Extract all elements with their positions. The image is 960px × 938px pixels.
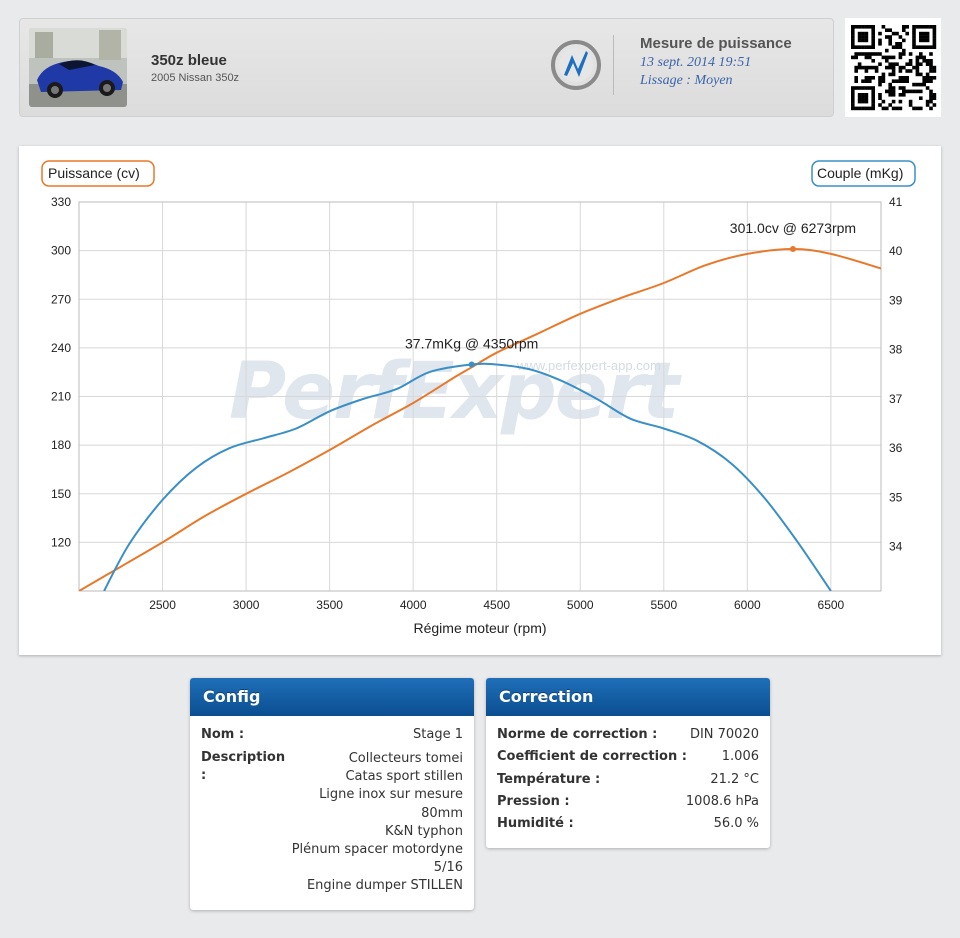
qr-code-icon[interactable] bbox=[845, 18, 941, 117]
x-tick-label: 6000 bbox=[734, 598, 761, 612]
config-description-line: Plénum spacer motordyne bbox=[291, 841, 463, 857]
right-tick-label: 40 bbox=[889, 244, 903, 258]
right-tick-label: 36 bbox=[889, 441, 903, 455]
watermark-url: www.perfexpert-app.com bbox=[516, 358, 661, 373]
correction-label: Pression : bbox=[497, 793, 570, 809]
power-peak-marker bbox=[789, 246, 796, 253]
left-tick-label: 300 bbox=[51, 244, 71, 258]
x-tick-label: 5500 bbox=[650, 598, 677, 612]
x-tick-label: 3000 bbox=[233, 598, 260, 612]
config-description-line: 5/16 bbox=[433, 860, 463, 876]
right-tick-label: 38 bbox=[889, 343, 903, 357]
left-tick-label: 210 bbox=[51, 390, 71, 404]
config-description-line: Collecteurs tomei bbox=[348, 751, 463, 766]
power-peak-label: 301.0cv @ 6273rpm bbox=[730, 220, 856, 236]
config-description-value: Collecteurs tomei Catas sport stillen Lign… bbox=[292, 750, 463, 896]
right-axis-title-box bbox=[811, 160, 916, 187]
correction-label: Coefficient de correction : bbox=[497, 749, 687, 765]
left-tick-label: 240 bbox=[51, 341, 71, 355]
x-axis-label: Régime moteur (rpm) bbox=[413, 620, 546, 636]
config-description-line: Catas sport stillen bbox=[345, 769, 463, 785]
right-tick-label: 34 bbox=[889, 540, 903, 554]
header-divider bbox=[613, 35, 614, 95]
correction-rows: Norme de correction : DIN 70020 Coefficien… bbox=[486, 727, 770, 838]
config-description-line: K&N typhon bbox=[385, 823, 463, 839]
measure-date: 13 sept. 2014 19:51 bbox=[640, 55, 752, 70]
correction-label: Humidité : bbox=[497, 816, 574, 832]
perfexpert-logo-icon bbox=[550, 39, 602, 91]
config-name-label: Nom : bbox=[201, 727, 245, 742]
dyno-chart: PerfExpert www.perfexpert-app.com 2500 3000… bbox=[19, 146, 941, 655]
left-tick-label: 270 bbox=[51, 292, 71, 306]
x-tick-label: 6500 bbox=[818, 598, 845, 612]
watermark-logo: PerfExpert bbox=[229, 347, 682, 437]
left-tick-label: 120 bbox=[51, 535, 71, 549]
correction-row: Humidité : 56.0 % bbox=[486, 816, 770, 838]
correction-row: Température : 21.2 °C bbox=[486, 772, 770, 794]
x-tick-label: 2500 bbox=[149, 598, 176, 612]
config-description-line: 80mm bbox=[421, 805, 463, 821]
right-tick-label: 37 bbox=[889, 392, 903, 406]
correction-row: Coefficient de correction : 1.006 bbox=[486, 749, 770, 771]
correction-title: Correction bbox=[486, 678, 770, 716]
plot-frame bbox=[78, 201, 882, 592]
right-tick-label: 35 bbox=[889, 490, 903, 504]
right-axis-title: Couple (mKg) bbox=[817, 165, 903, 181]
x-tick-label: 4500 bbox=[483, 598, 510, 612]
config-description-colon: : bbox=[201, 768, 207, 783]
correction-row: Norme de correction : DIN 70020 bbox=[486, 727, 770, 749]
correction-value: DIN 70020 bbox=[689, 727, 759, 742]
x-tick-label: 5000 bbox=[567, 598, 594, 612]
correction-value: 1.006 bbox=[721, 749, 759, 765]
correction-card: Correction Norme de correction : DIN 7002… bbox=[486, 678, 770, 848]
correction-value: 56.0 % bbox=[713, 816, 759, 832]
x-tick-label: 4000 bbox=[400, 598, 427, 612]
config-name-row: Nom : Stage 1 bbox=[190, 727, 474, 750]
correction-label: Température : bbox=[497, 771, 601, 787]
correction-value: 1008.6 hPa bbox=[685, 793, 759, 809]
config-description-line: Ligne inox sur mesure bbox=[319, 787, 463, 803]
config-description-row: Description : Collecteurs tomei Catas spo… bbox=[190, 750, 474, 910]
correction-label: Norme de correction : bbox=[497, 727, 658, 742]
x-tick-label: 3500 bbox=[316, 598, 343, 612]
torque-peak-marker bbox=[468, 361, 475, 368]
left-tick-label: 180 bbox=[51, 438, 71, 452]
config-card: Config Nom : Stage 1 Description : Colle… bbox=[190, 678, 474, 910]
right-tick-label: 39 bbox=[889, 293, 903, 307]
smoothing-level: Lissage : Moyen bbox=[640, 73, 733, 88]
car-model: 2005 Nissan 350z bbox=[151, 72, 240, 84]
vehicle-header: 350z bleue 2005 Nissan 350z Mesure de pu… bbox=[19, 18, 834, 117]
correction-value: 21.2 °C bbox=[710, 771, 759, 787]
car-photo bbox=[29, 28, 127, 107]
config-name-value: Stage 1 bbox=[413, 727, 463, 742]
measure-title: Mesure de puissance bbox=[640, 35, 792, 52]
torque-peak-label: 37.7mKg @ 4350rpm bbox=[405, 335, 538, 351]
correction-row: Pression : 1008.6 hPa bbox=[486, 794, 770, 816]
left-axis-title-box bbox=[41, 160, 155, 187]
config-description-line: Engine dumper STILLEN bbox=[306, 878, 463, 894]
car-name: 350z bleue bbox=[151, 52, 227, 69]
config-description-label: Description bbox=[201, 750, 286, 765]
config-title: Config bbox=[190, 678, 474, 716]
right-tick-label: 41 bbox=[889, 195, 903, 209]
left-axis-title: Puissance (cv) bbox=[48, 165, 140, 181]
left-tick-label: 330 bbox=[51, 195, 71, 209]
left-tick-label: 150 bbox=[51, 487, 71, 501]
